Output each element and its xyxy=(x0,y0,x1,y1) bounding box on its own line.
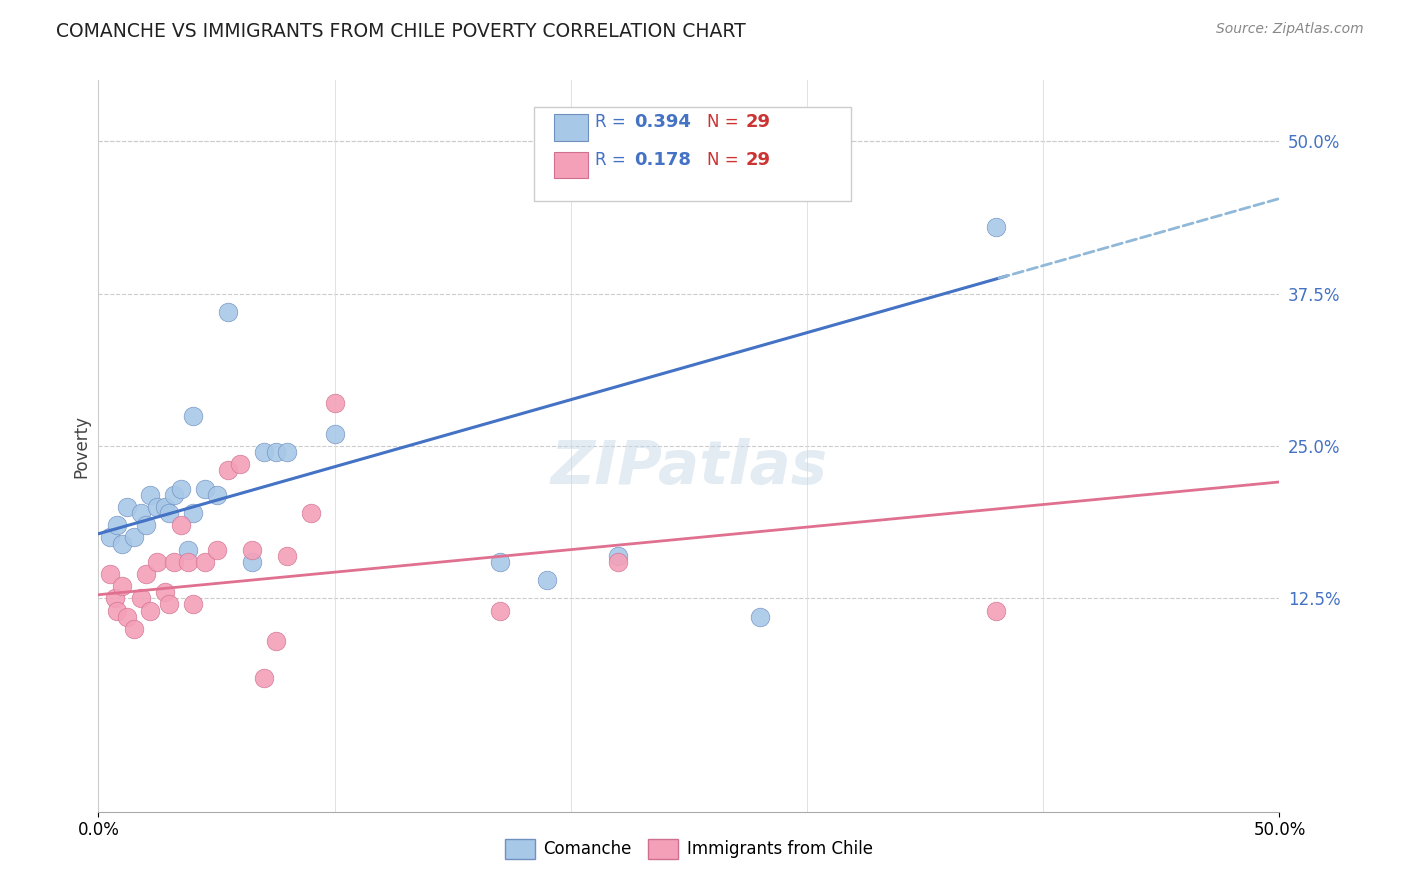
Point xyxy=(157,506,180,520)
Point xyxy=(111,536,134,550)
Text: 29: 29 xyxy=(745,151,770,169)
Text: ZIPatlas: ZIPatlas xyxy=(550,439,828,498)
Point xyxy=(217,463,239,477)
Point xyxy=(139,604,162,618)
Point xyxy=(105,604,128,618)
Text: 0.178: 0.178 xyxy=(634,151,692,169)
Point xyxy=(129,506,152,520)
Point xyxy=(163,488,186,502)
Point xyxy=(299,506,322,520)
Point xyxy=(146,500,169,514)
Point xyxy=(984,219,1007,234)
Point xyxy=(194,482,217,496)
Point xyxy=(146,555,169,569)
Point xyxy=(181,409,204,423)
Text: Source: ZipAtlas.com: Source: ZipAtlas.com xyxy=(1216,22,1364,37)
Point xyxy=(170,518,193,533)
Point xyxy=(489,604,512,618)
Point xyxy=(181,598,204,612)
Point xyxy=(229,458,252,472)
Point xyxy=(105,518,128,533)
Point xyxy=(135,567,157,582)
Y-axis label: Poverty: Poverty xyxy=(72,415,90,477)
Point xyxy=(139,488,162,502)
Text: N =: N = xyxy=(707,151,744,169)
Point xyxy=(489,555,512,569)
Point xyxy=(253,445,276,459)
Point xyxy=(264,445,287,459)
Point xyxy=(170,482,193,496)
Point xyxy=(240,555,263,569)
Point xyxy=(607,549,630,563)
Point xyxy=(177,542,200,557)
Point xyxy=(104,591,127,606)
Point xyxy=(98,530,121,544)
Text: 0.394: 0.394 xyxy=(634,113,690,131)
Point xyxy=(153,585,176,599)
Point xyxy=(253,671,276,685)
Point xyxy=(157,598,180,612)
Point xyxy=(607,555,630,569)
Point xyxy=(323,396,346,410)
Point xyxy=(194,555,217,569)
Point xyxy=(205,488,228,502)
Point xyxy=(181,506,204,520)
Point xyxy=(984,604,1007,618)
Text: R =: R = xyxy=(595,113,631,131)
Legend: Comanche, Immigrants from Chile: Comanche, Immigrants from Chile xyxy=(498,832,880,865)
Point xyxy=(177,555,200,569)
Point xyxy=(115,609,138,624)
Point xyxy=(122,622,145,636)
Point xyxy=(217,305,239,319)
Point xyxy=(748,609,770,624)
Point xyxy=(276,549,298,563)
Text: R =: R = xyxy=(595,151,636,169)
Point xyxy=(98,567,121,582)
Point xyxy=(135,518,157,533)
Point xyxy=(205,542,228,557)
Text: N =: N = xyxy=(707,113,744,131)
Point xyxy=(323,426,346,441)
Point xyxy=(122,530,145,544)
Point xyxy=(163,555,186,569)
Point xyxy=(240,542,263,557)
Text: 29: 29 xyxy=(745,113,770,131)
Point xyxy=(264,634,287,648)
Text: COMANCHE VS IMMIGRANTS FROM CHILE POVERTY CORRELATION CHART: COMANCHE VS IMMIGRANTS FROM CHILE POVERT… xyxy=(56,22,747,41)
Point xyxy=(536,573,558,587)
Point xyxy=(111,579,134,593)
Point xyxy=(276,445,298,459)
Point xyxy=(115,500,138,514)
Point xyxy=(129,591,152,606)
Point xyxy=(153,500,176,514)
